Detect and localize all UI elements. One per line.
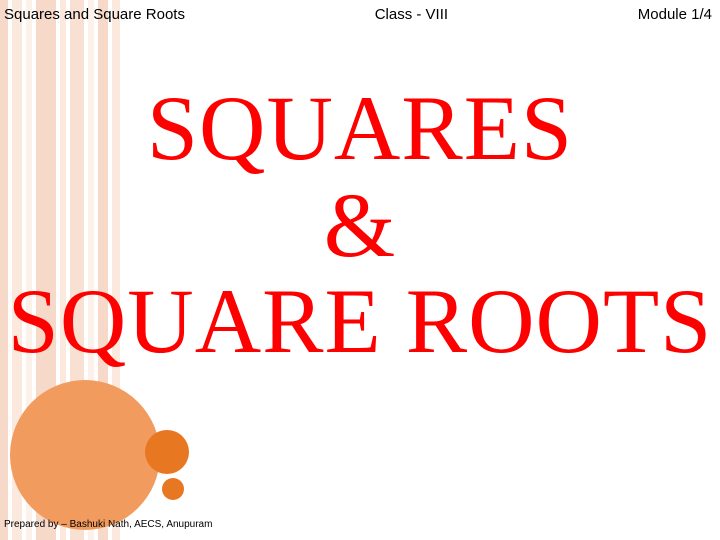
title-line-3: SQUARE ROOTS: [0, 273, 720, 370]
header-bar: Squares and Square Roots Class - VIII Mo…: [0, 6, 720, 23]
title-line-2: &: [0, 177, 720, 274]
decorative-circle: [145, 430, 189, 474]
decorative-circle: [162, 478, 184, 500]
header-center: Class - VIII: [375, 6, 448, 23]
header-right: Module 1/4: [638, 6, 712, 23]
decorative-circle: [10, 380, 160, 530]
footer-credit: Prepared by – Bashuki Nath, AECS, Anupur…: [4, 519, 212, 530]
header-left: Squares and Square Roots: [4, 6, 185, 23]
title-line-1: SQUARES: [0, 80, 720, 177]
main-title: SQUARES & SQUARE ROOTS: [0, 80, 720, 370]
